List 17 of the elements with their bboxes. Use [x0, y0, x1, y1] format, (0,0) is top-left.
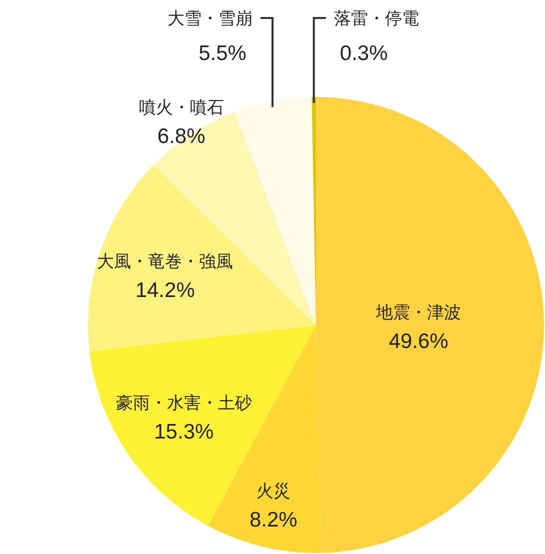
slice-label: 大風・竜巻・強風 [97, 252, 234, 272]
data-label: 6.8% [157, 124, 206, 148]
pie-slice [90, 325, 316, 526]
data-label: 14.2% [135, 279, 195, 302]
data-label: 15.3% [154, 420, 214, 444]
slice-label: 豪雨・水害・土砂 [116, 394, 252, 413]
data-label: 49.6% [388, 330, 448, 353]
slice-label: 噴火・噴石 [138, 98, 224, 117]
pie-slice [234, 97, 316, 325]
data-label: 5.5% [198, 42, 246, 65]
pie-slice [88, 164, 316, 352]
slice-label: 大雪・雪崩 [168, 9, 253, 28]
slice-label: 地震・津波 [375, 302, 462, 322]
data-label: 8.2% [249, 508, 298, 532]
slice-label: 落雷・停電 [334, 9, 419, 28]
slice-label: 火災 [256, 481, 290, 500]
data-label: 0.3% [340, 42, 388, 65]
